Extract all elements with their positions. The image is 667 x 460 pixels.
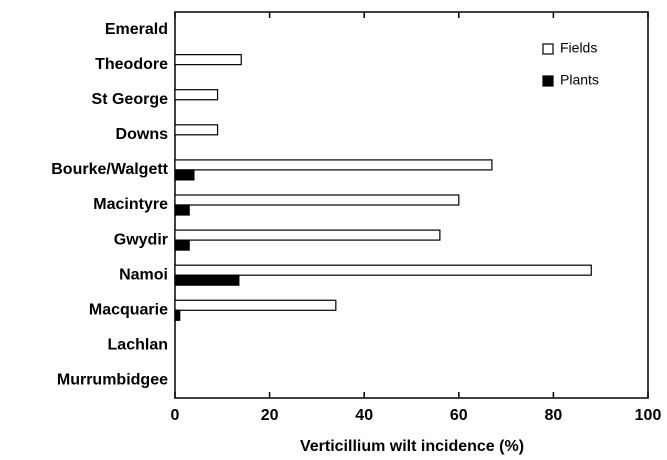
bar [174, 54, 242, 66]
bar [174, 309, 181, 321]
bar [174, 239, 190, 251]
y-tick-label: Theodore [95, 56, 168, 73]
x-tick-label: 80 [545, 407, 563, 424]
bar [174, 204, 190, 216]
bar [174, 159, 493, 171]
y-tick-label: Downs [116, 126, 169, 143]
bar [174, 124, 219, 136]
y-tick-label: Murrumbidgee [57, 372, 168, 389]
x-tick-label: 40 [355, 407, 373, 424]
x-axis-title: Verticillium wilt incidence (%) [300, 438, 524, 455]
legend-label: Fields [560, 40, 597, 56]
legend-swatch [542, 75, 554, 87]
y-tick-label: Macquarie [89, 301, 168, 318]
y-tick-label: Gwydir [114, 231, 168, 248]
bar [174, 274, 240, 286]
y-tick-label: Lachlan [108, 337, 168, 354]
bar [174, 299, 337, 311]
legend-swatch [542, 43, 554, 55]
bar [174, 229, 441, 241]
y-tick-label: Macintyre [93, 196, 168, 213]
bar [174, 89, 219, 101]
x-tick-label: 100 [635, 407, 662, 424]
legend-label: Plants [560, 72, 599, 88]
y-tick-label: Emerald [105, 21, 168, 38]
y-tick-label: St George [92, 91, 169, 108]
bar [174, 264, 592, 276]
x-tick-label: 0 [171, 407, 180, 424]
x-tick-label: 60 [450, 407, 468, 424]
bar [174, 194, 460, 206]
y-tick-label: Bourke/Walgett [51, 161, 168, 178]
bar [174, 169, 195, 181]
y-tick-label: Namoi [119, 266, 168, 283]
x-tick-label: 20 [261, 407, 279, 424]
